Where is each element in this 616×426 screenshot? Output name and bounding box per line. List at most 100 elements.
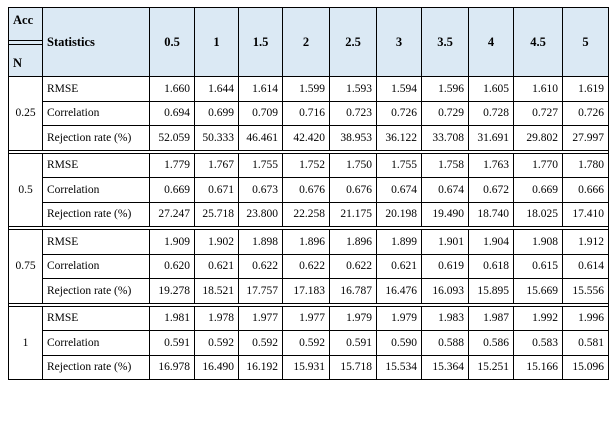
statistic-name-cell: Rejection rate (%) [42, 125, 150, 151]
table-row: 0.25 RMSE 1.660 1.644 1.614 1.599 1.593 1.594 1.… [8, 76, 609, 151]
group-separator [8, 149, 609, 154]
value-cell: 18.025 [513, 201, 563, 227]
value-cell: 46.461 [238, 125, 283, 151]
value-cell: 0.592 [194, 330, 239, 356]
n-value-cell: 0.75 [8, 229, 43, 304]
value-cell: 22.258 [282, 201, 330, 227]
value-cell: 0.729 [421, 100, 469, 126]
value-cell: 16.192 [238, 354, 283, 380]
value-cell: 16.787 [329, 278, 377, 304]
value-cell: 20.198 [376, 201, 422, 227]
value-cell: 1.908 [513, 229, 563, 255]
value-cell: 0.620 [149, 253, 195, 279]
value-cell: 1.644 [194, 76, 239, 102]
value-cell: 1.987 [468, 305, 514, 331]
n-value-cell: 0.25 [8, 76, 43, 151]
value-cell: 0.726 [562, 100, 609, 126]
value-cell: 27.997 [562, 125, 609, 151]
value-cell: 0.583 [513, 330, 563, 356]
value-cell: 0.618 [468, 253, 514, 279]
value-cell: 1.660 [149, 76, 195, 102]
acc-label: Acc [13, 13, 34, 27]
value-cell: 1.610 [513, 76, 563, 102]
value-cell: 1.902 [194, 229, 239, 255]
value-cell: 27.247 [149, 201, 195, 227]
value-cell: 1.780 [562, 152, 609, 178]
statistic-name-cell: RMSE [42, 305, 150, 331]
value-cell: 1.750 [329, 152, 377, 178]
value-cell: 0.709 [238, 100, 283, 126]
value-cell: 0.586 [468, 330, 514, 356]
value-cell: 1.593 [329, 76, 377, 102]
value-cell: 1.909 [149, 229, 195, 255]
value-cell: 0.671 [194, 177, 239, 203]
n-value-cell: 1 [8, 305, 43, 380]
table-row: Correlation 0.694 0.699 0.709 0.716 0.723 0.72… [9, 100, 609, 126]
value-cell: 0.621 [376, 253, 422, 279]
value-cell: 1.614 [238, 76, 283, 102]
statistic-name-cell: RMSE [42, 76, 150, 102]
value-cell: 0.615 [513, 253, 563, 279]
value-cell: 1.605 [468, 76, 514, 102]
value-cell: 1.996 [562, 305, 609, 331]
value-cell: 0.591 [149, 330, 195, 356]
value-cell: 15.364 [421, 354, 469, 380]
statistic-name-cell: Correlation [42, 177, 150, 203]
statistic-name-cell: Correlation [42, 253, 150, 279]
header-row: Acc N Statistics 0.5 1 1.5 2 2.5 3 3.5 4… [8, 7, 609, 77]
value-cell: 1.977 [238, 305, 283, 331]
value-cell: 29.802 [513, 125, 563, 151]
value-cell: 15.895 [468, 278, 514, 304]
value-cell: 15.718 [329, 354, 377, 380]
value-cell: 1.758 [421, 152, 469, 178]
value-cell: 16.490 [194, 354, 239, 380]
value-cell: 18.740 [468, 201, 514, 227]
acc-header-cell: 2.5 [329, 7, 377, 77]
table-row: 1 RMSE 1.981 1.978 1.977 1.977 1.979 1.979 1.983… [8, 305, 609, 380]
value-cell: 0.621 [194, 253, 239, 279]
value-cell: 16.978 [149, 354, 195, 380]
value-cell: 16.093 [421, 278, 469, 304]
value-cell: 0.669 [149, 177, 195, 203]
group-separator-cell [8, 149, 609, 154]
value-cell: 1.977 [282, 305, 330, 331]
statistic-name-cell: Correlation [42, 330, 150, 356]
value-cell: 0.716 [282, 100, 330, 126]
value-cell: 1.767 [194, 152, 239, 178]
value-cell: 0.591 [329, 330, 377, 356]
value-cell: 25.718 [194, 201, 239, 227]
value-cell: 1.904 [468, 229, 514, 255]
value-cell: 17.183 [282, 278, 330, 304]
group-separator [8, 226, 609, 230]
value-cell: 0.699 [194, 100, 239, 126]
value-cell: 15.931 [282, 354, 330, 380]
table-row: Rejection rate (%) 19.278 18.521 17.757 17.1… [9, 278, 609, 304]
acc-header-cell: 1.5 [238, 7, 283, 77]
value-cell: 1.979 [376, 305, 422, 331]
value-cell: 16.476 [376, 278, 422, 304]
value-cell: 1.901 [421, 229, 469, 255]
group-separator [8, 302, 609, 307]
value-cell: 15.534 [376, 354, 422, 380]
table-row: Rejection rate (%) 16.978 16.490 16.192 15.9… [9, 354, 609, 380]
value-cell: 1.983 [421, 305, 469, 331]
value-cell: 1.594 [376, 76, 422, 102]
value-cell: 0.622 [329, 253, 377, 279]
group-separator-cell [8, 226, 609, 230]
table-row: Rejection rate (%) 27.247 25.718 23.800 22.2… [9, 201, 609, 227]
value-cell: 18.521 [194, 278, 239, 304]
value-cell: 1.755 [238, 152, 283, 178]
value-cell: 50.333 [194, 125, 239, 151]
n-value-cell: 0.5 [8, 152, 43, 227]
value-cell: 15.166 [513, 354, 563, 380]
acc-header-cell: 2 [282, 7, 330, 77]
value-cell: 0.676 [282, 177, 330, 203]
group-separator-cell [8, 302, 609, 307]
acc-header-cell: 5 [562, 7, 609, 77]
value-cell: 0.728 [468, 100, 514, 126]
table-row: Rejection rate (%) 52.059 50.333 46.461 42.4… [9, 125, 609, 151]
value-cell: 1.978 [194, 305, 239, 331]
value-cell: 0.723 [329, 100, 377, 126]
value-cell: 1.992 [513, 305, 563, 331]
acc-header-cell: 4.5 [513, 7, 563, 77]
